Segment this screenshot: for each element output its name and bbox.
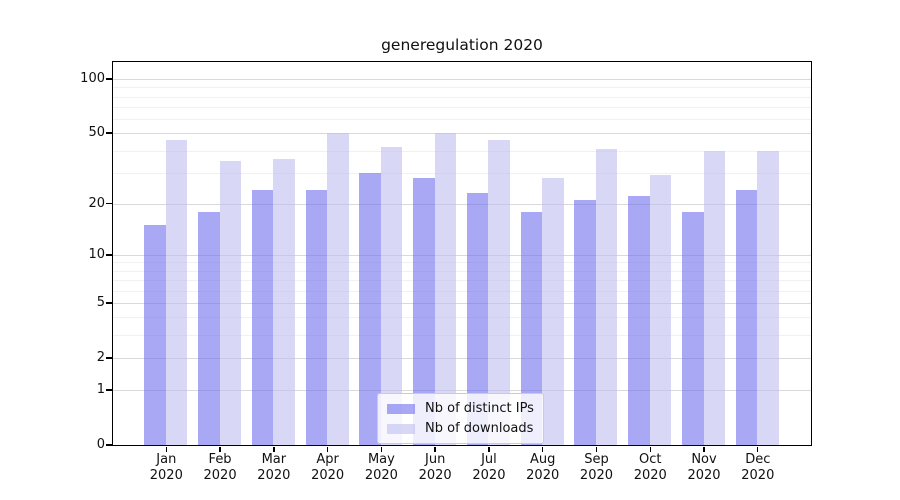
major-gridline	[113, 203, 811, 205]
minor-gridline	[113, 335, 811, 337]
major-gridline	[113, 302, 811, 304]
bar-downloads-jan	[165, 139, 188, 445]
y-tick-mark	[105, 202, 112, 205]
minor-gridline	[113, 270, 811, 272]
x-tick-mark	[165, 446, 167, 452]
legend: Nb of distinct IPs Nb of downloads	[377, 393, 544, 444]
bar-distinct-ips-jul	[466, 192, 489, 445]
y-tick-label: 0	[96, 437, 105, 452]
x-tick-mark	[273, 446, 275, 452]
bar-downloads-feb	[219, 160, 242, 445]
x-tick-label: Sep 2020	[579, 452, 614, 483]
y-tick-label: 5	[96, 294, 105, 310]
bar-distinct-ips-nov	[682, 211, 704, 445]
bar-downloads-jun	[434, 133, 457, 445]
legend-swatch-distinct-ips	[387, 403, 415, 414]
minor-gridline	[113, 280, 811, 282]
x-tick-mark	[219, 446, 221, 452]
x-tick-mark	[757, 446, 759, 452]
chart-title: generegulation 2020	[381, 36, 543, 54]
bar-downloads-mar	[273, 158, 295, 445]
x-tick-mark	[595, 446, 598, 452]
bar-distinct-ips-dec	[735, 189, 758, 445]
y-tick-label: 2	[96, 349, 105, 365]
major-gridline	[113, 390, 811, 392]
major-gridline	[113, 133, 811, 135]
x-tick-label: Nov 2020	[687, 452, 721, 483]
bar-distinct-ips-jan	[144, 225, 166, 445]
plot-area	[113, 62, 811, 445]
bar-downloads-nov	[703, 150, 726, 445]
y-tick-mark	[105, 389, 112, 391]
minor-gridline	[113, 290, 811, 292]
bar-downloads-aug	[542, 177, 564, 445]
minor-gridline	[113, 150, 811, 152]
y-tick-mark	[105, 444, 112, 446]
x-tick-mark	[488, 446, 490, 452]
major-gridline	[113, 79, 811, 80]
x-tick-label: Dec 2020	[741, 452, 775, 483]
legend-item: Nb of downloads	[387, 420, 534, 437]
y-tick-mark	[105, 254, 112, 256]
y-tick-label: 10	[88, 246, 105, 262]
bar-distinct-ips-feb	[198, 211, 220, 445]
x-tick-label: Feb 2020	[203, 452, 237, 483]
bar-distinct-ips-may	[359, 172, 381, 445]
y-tick-mark	[105, 132, 112, 134]
x-tick-mark	[542, 446, 544, 452]
y-tick-label: 50	[88, 125, 105, 141]
major-gridline	[113, 357, 811, 359]
x-tick-label: Jun 2020	[418, 452, 452, 483]
bar-downloads-apr	[327, 133, 349, 445]
bar-downloads-oct	[649, 175, 672, 445]
x-tick-label: Oct 2020	[633, 452, 667, 483]
legend-item: Nb of distinct IPs	[387, 400, 534, 417]
bar-distinct-ips-apr	[305, 189, 328, 445]
x-tick-mark	[434, 446, 436, 452]
y-tick-label: 1	[96, 382, 105, 398]
x-tick-label: Apr 2020	[311, 452, 345, 483]
bar-downloads-sep	[595, 148, 618, 445]
x-tick-label: Jul 2020	[472, 452, 506, 483]
legend-label: Nb of distinct IPs	[425, 401, 534, 416]
bar-downloads-jul	[488, 139, 510, 445]
minor-gridline	[113, 262, 811, 264]
y-tick-label: 100	[80, 71, 105, 86]
x-tick-label: Mar 2020	[257, 452, 291, 483]
x-tick-label: Jan 2020	[149, 452, 183, 483]
bar-distinct-ips-mar	[251, 189, 274, 445]
legend-label: Nb of downloads	[425, 421, 534, 436]
y-tick-mark	[105, 302, 112, 304]
minor-gridline	[113, 106, 811, 108]
bar-downloads-may	[380, 146, 403, 445]
minor-gridline	[113, 96, 811, 98]
bar-distinct-ips-sep	[574, 199, 596, 445]
minor-gridline	[113, 87, 811, 89]
x-tick-mark	[380, 446, 383, 452]
x-tick-mark	[703, 446, 705, 452]
x-tick-label: May 2020	[364, 452, 398, 483]
x-tick-mark	[326, 446, 329, 452]
bar-distinct-ips-aug	[520, 211, 543, 445]
legend-swatch-downloads	[387, 423, 415, 434]
bar-distinct-ips-jun	[413, 177, 435, 445]
x-tick-mark	[649, 446, 651, 452]
minor-gridline	[113, 317, 811, 319]
y-tick-mark	[105, 357, 112, 359]
minor-gridline	[113, 172, 811, 174]
major-gridline	[113, 254, 811, 256]
bar-downloads-dec	[757, 150, 779, 445]
y-tick-mark	[105, 78, 112, 80]
y-tick-label: 20	[88, 195, 105, 211]
bar-distinct-ips-oct	[628, 196, 650, 445]
minor-gridline	[113, 118, 811, 120]
x-tick-label: Aug 2020	[526, 452, 560, 483]
